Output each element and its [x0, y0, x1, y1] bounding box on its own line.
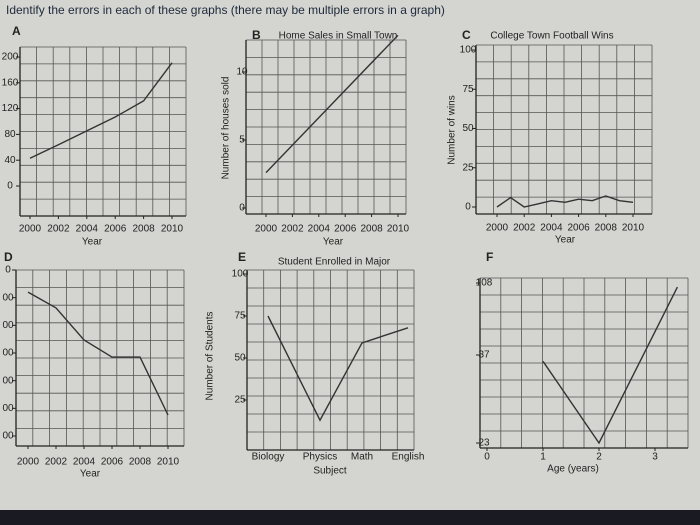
x-tick-label: 2010 [157, 457, 180, 468]
y-tick-label: 100 [232, 269, 249, 280]
y-tick-label: 120 [2, 103, 19, 114]
y-axis-label: Number of wins [447, 95, 458, 164]
x-tick-label: 1 [540, 452, 546, 463]
x-tick-label: 0 [484, 452, 490, 463]
x-tick-label: 2010 [622, 223, 645, 234]
chart-letter: C [462, 28, 471, 42]
y-tick-label: 50 [462, 123, 474, 134]
y-tick-label: 00 [2, 403, 14, 414]
x-tick-label: 2008 [129, 457, 152, 468]
x-tick-label: English [392, 452, 425, 463]
data-line [27, 291, 169, 416]
chart-letter: F [486, 250, 493, 264]
y-axis-label: Number of Students [205, 312, 216, 401]
x-tick-label: 2000 [17, 457, 40, 468]
data-line [267, 315, 409, 422]
chart-letter: A [12, 24, 21, 38]
x-tick-label: 2008 [132, 224, 155, 235]
x-tick-label: 2000 [19, 224, 42, 235]
y-tick-label: 23 [478, 438, 490, 449]
data-line [496, 195, 634, 208]
x-tick-label: 2002 [281, 224, 304, 235]
y-tick-label: 200 [2, 52, 19, 63]
y-tick-label: 108 [476, 278, 493, 289]
chart-title: College Town Football Wins [490, 31, 613, 42]
y-tick-label: 00 [2, 292, 14, 303]
x-axis-label: Year [323, 237, 344, 248]
x-tick-label: 2000 [486, 223, 509, 234]
x-tick-label: 2004 [540, 223, 563, 234]
x-axis-label: Year [82, 237, 103, 248]
y-tick-label: 25 [234, 395, 246, 406]
x-tick-label: 2010 [387, 224, 410, 235]
chart-title: Home Sales in Small Town [279, 31, 398, 42]
y-tick-label: 0 [465, 202, 471, 213]
x-tick-label: 2 [596, 452, 602, 463]
x-tick-label: 2004 [76, 224, 99, 235]
x-tick-label: 2002 [513, 223, 536, 234]
y-tick-label: 100 [460, 45, 477, 56]
x-tick-label: 2010 [161, 224, 184, 235]
y-tick-label: 00 [2, 348, 14, 359]
x-tick-label: 2006 [567, 223, 590, 234]
chart-title: Student Enrolled in Major [278, 257, 391, 268]
x-axis-label: Year [80, 469, 101, 480]
chart-letter: E [238, 250, 246, 264]
x-axis-label: Subject [313, 466, 347, 477]
x-tick-label: 2004 [73, 457, 96, 468]
y-tick-label: 75 [462, 84, 474, 95]
chart-letter: D [4, 250, 13, 264]
y-tick-label: 40 [4, 155, 16, 166]
x-axis-label: Year [555, 235, 576, 246]
x-tick-label: 2006 [104, 224, 127, 235]
y-tick-label: 160 [2, 77, 19, 88]
chart-letter: B [252, 28, 261, 42]
y-tick-label: 0 [5, 265, 11, 276]
y-tick-label: 50 [234, 353, 246, 364]
x-tick-label: 3 [652, 452, 658, 463]
data-line [265, 34, 399, 174]
worksheet-title: Identify the errors in each of these gra… [6, 3, 445, 17]
x-tick-label: 2004 [308, 224, 331, 235]
x-tick-label: 2008 [360, 224, 383, 235]
y-tick-label: 00 [2, 431, 14, 442]
y-tick-label: 25 [462, 162, 474, 173]
x-tick-label: Math [351, 452, 373, 463]
y-tick-label: 80 [4, 129, 16, 140]
x-tick-label: 2006 [334, 224, 357, 235]
x-tick-label: Physics [303, 452, 337, 463]
x-tick-label: 2002 [47, 224, 70, 235]
y-tick-label: 00 [2, 375, 14, 386]
y-tick-label: 00 [2, 320, 14, 331]
x-tick-label: 2000 [255, 224, 278, 235]
x-axis-label: Age (years) [547, 464, 599, 475]
y-tick-label: 75 [234, 311, 246, 322]
data-line [542, 286, 679, 445]
y-axis-label: Number of houses sold [221, 77, 232, 180]
y-tick-label: 0 [7, 181, 13, 192]
x-tick-label: 2006 [101, 457, 124, 468]
taskbar [0, 510, 700, 525]
data-line [29, 62, 173, 159]
x-tick-label: 2008 [595, 223, 618, 234]
y-tick-label: 37 [478, 350, 490, 361]
x-tick-label: 2002 [45, 457, 68, 468]
x-tick-label: Biology [252, 452, 285, 463]
